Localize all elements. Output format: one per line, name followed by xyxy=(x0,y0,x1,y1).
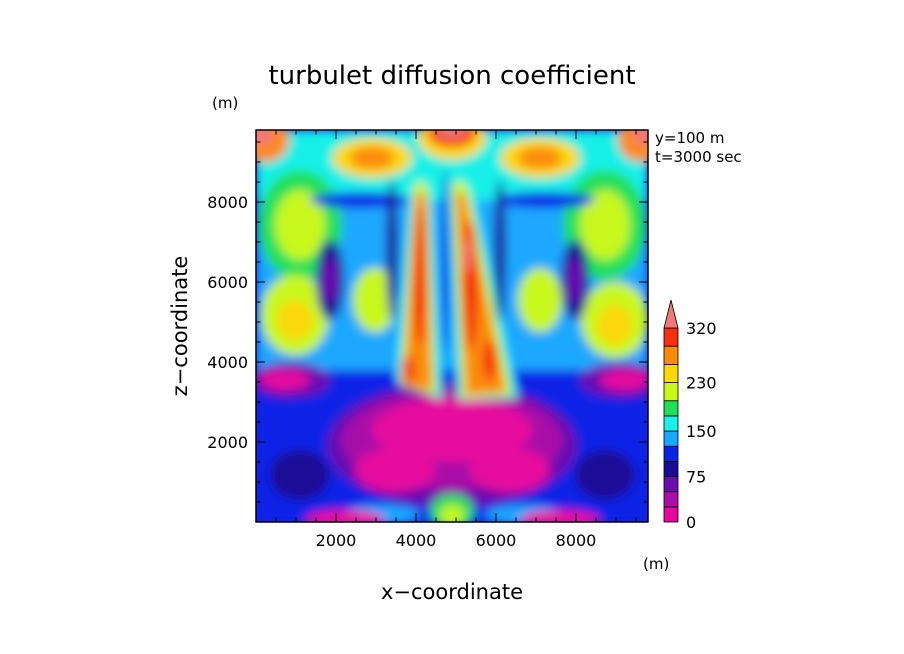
x-unit-label: (m) xyxy=(643,555,669,573)
colorbar-swatch xyxy=(663,476,679,493)
y-tick-label: 6000 xyxy=(207,273,248,292)
x-tick-label: 6000 xyxy=(476,531,517,550)
colorbar-swatch xyxy=(663,460,679,477)
colorbar-swatch xyxy=(663,430,679,447)
y-axis-label: z−coordinate xyxy=(168,256,192,397)
colorbar-label: 75 xyxy=(686,468,706,487)
annotation-time: t=3000 sec xyxy=(655,148,742,166)
colorbar-swatch xyxy=(663,345,679,365)
chart-title: turbulet diffusion coefficient xyxy=(268,61,635,91)
colorbar: 0 75 150 230 320 xyxy=(663,299,717,532)
colorbar-swatch xyxy=(663,445,679,462)
y-unit-label: (m) xyxy=(212,94,238,112)
colorbar-label: 0 xyxy=(686,513,696,532)
x-axis-label: x−coordinate xyxy=(381,580,523,604)
colorbar-swatch xyxy=(663,506,679,523)
colorbar-extend-arrow xyxy=(663,299,679,329)
x-tick-label: 8000 xyxy=(556,531,597,550)
colorbar-swatch xyxy=(663,363,679,383)
colorbar-swatch xyxy=(663,382,679,402)
colorbar-label: 320 xyxy=(686,319,717,338)
plot-frame xyxy=(255,129,649,523)
axis-tick-labels: 2000 4000 6000 8000 2000 4000 6000 8000 xyxy=(207,193,596,550)
annotation-y-position: y=100 m xyxy=(655,129,724,147)
y-tick-label: 2000 xyxy=(207,433,248,452)
axis-ticks xyxy=(256,130,648,522)
colorbar-label: 150 xyxy=(686,422,717,441)
y-tick-label: 4000 xyxy=(207,353,248,372)
x-tick-label: 4000 xyxy=(396,531,437,550)
colorbar-swatch xyxy=(663,491,679,508)
contour-field xyxy=(256,130,648,522)
colorbar-swatch xyxy=(663,400,679,417)
colorbar-swatch xyxy=(663,327,679,347)
y-tick-label: 8000 xyxy=(207,193,248,212)
x-tick-label: 2000 xyxy=(316,531,357,550)
colorbar-swatch xyxy=(663,415,679,432)
colorbar-label: 230 xyxy=(686,374,717,393)
plot-area xyxy=(255,129,649,523)
